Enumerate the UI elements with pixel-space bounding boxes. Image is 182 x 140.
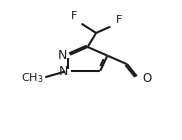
Text: F: F [116, 15, 122, 24]
Text: O: O [142, 72, 152, 85]
Text: F: F [71, 11, 77, 21]
Text: N: N [58, 49, 68, 62]
Text: CH$_3$: CH$_3$ [21, 71, 44, 85]
Text: N: N [59, 65, 68, 78]
